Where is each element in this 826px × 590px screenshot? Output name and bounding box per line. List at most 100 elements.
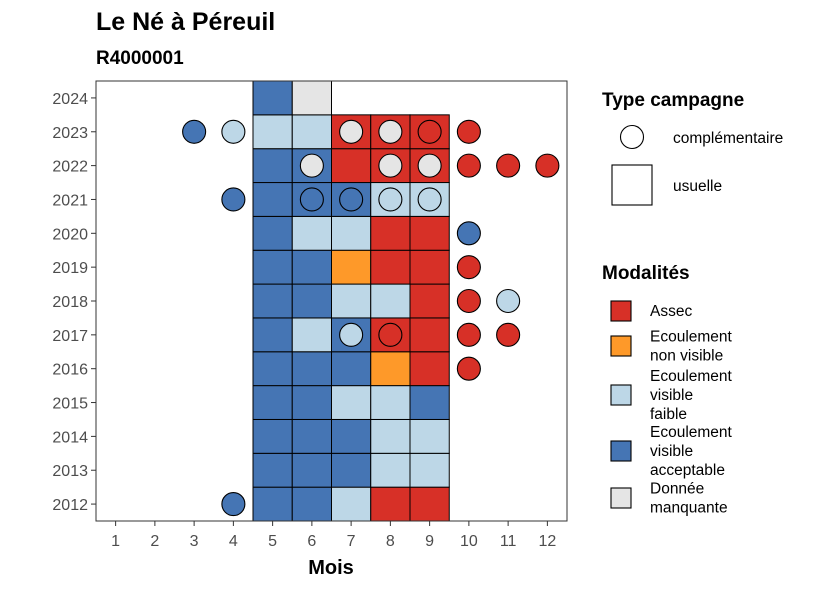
point-2023-4 [221, 119, 246, 144]
tile-2020-9 [409, 215, 450, 251]
point-2022-12 [535, 153, 560, 178]
tile-2018-5 [252, 283, 293, 319]
y-tick-label-2015: 2015 [52, 396, 88, 413]
point-2017-11 [496, 322, 521, 347]
x-tick-label-12: 12 [538, 533, 556, 550]
y-tick-label-2012: 2012 [52, 497, 88, 514]
legend-label-faible: Ecoulement visible faible [650, 368, 733, 423]
x-tick-label-8: 8 [386, 533, 395, 550]
tile-2019-8 [370, 249, 411, 285]
chart-subtitle: R4000001 [96, 48, 184, 69]
y-tick-label-2024: 2024 [52, 91, 88, 108]
x-tick-label-11: 11 [500, 533, 517, 550]
tile-2013-7 [331, 452, 372, 488]
point-2012-4 [221, 492, 246, 517]
tile-2016-9 [409, 351, 450, 387]
y-axis: 2012 2013 2014 2015 2016 2017 2018 2019 2020 2021… [52, 91, 96, 514]
point-2021-6 [299, 187, 324, 212]
tile-2020-7 [331, 215, 372, 251]
tile-2023-5 [252, 114, 293, 150]
point-2018-10 [456, 288, 481, 314]
tile-2014-9 [409, 418, 450, 454]
y-tick-label-2014: 2014 [52, 429, 88, 446]
point-2021-4 [221, 187, 246, 212]
tile-2014-7 [331, 418, 372, 454]
y-tick-label-2023: 2023 [52, 125, 88, 142]
tile-2013-6 [291, 452, 332, 488]
tile-2016-7 [331, 351, 372, 387]
legend-key-usuelle [611, 164, 653, 206]
tile-2015-8 [370, 385, 411, 420]
tile-2023-6 [291, 114, 332, 150]
y-tick-label-2013: 2013 [52, 463, 88, 480]
tile-2018-9 [409, 283, 450, 319]
tile-2013-5 [252, 452, 293, 488]
tile-2018-8 [370, 283, 411, 319]
tile-2014-6 [291, 418, 332, 454]
point-2017-10 [456, 322, 481, 347]
legend-label-usuelle: usuelle [673, 178, 722, 195]
tile-2019-7 [331, 249, 372, 285]
point-2017-7 [339, 322, 364, 347]
tile-2012-5 [252, 486, 293, 522]
x-tick-label-1: 1 [111, 533, 120, 550]
tile-2020-5 [252, 215, 293, 251]
point-2016-10 [456, 356, 481, 381]
tile-2012-7 [331, 486, 372, 522]
legend-label-nv: Ecoulement non visible [650, 329, 733, 365]
point-2022-10 [456, 153, 481, 178]
point-2018-11 [496, 288, 521, 314]
x-tick-label-10: 10 [460, 533, 478, 550]
legend-key-nv [610, 335, 632, 357]
tile-2021-5 [252, 182, 293, 217]
point-2021-8 [378, 187, 403, 212]
legend-campaign-title: Type campagne [602, 90, 744, 111]
tile-2020-8 [370, 215, 411, 251]
tile-2013-8 [370, 452, 411, 488]
tile-2017-6 [291, 317, 332, 353]
legend-key-complementaire [619, 124, 645, 150]
tile-2015-9 [409, 385, 450, 420]
point-2019-10 [456, 255, 481, 280]
point-2020-10 [456, 221, 481, 246]
tile-2012-6 [291, 486, 332, 522]
legend-key-manquante [610, 487, 632, 509]
legend-modalities-title: Modalités [602, 263, 690, 284]
tile-2014-5 [252, 418, 293, 454]
x-tick-label-6: 6 [307, 533, 316, 550]
tile-2015-5 [252, 385, 293, 420]
y-tick-label-2022: 2022 [52, 159, 88, 176]
point-2021-9 [417, 187, 442, 212]
tile-2013-9 [409, 452, 450, 488]
point-2022-11 [496, 153, 521, 178]
y-tick-label-2016: 2016 [52, 362, 88, 379]
tile-2016-6 [291, 351, 332, 387]
legend-key-acceptable [610, 440, 632, 462]
tile-2017-9 [409, 317, 450, 353]
point-2022-8 [378, 153, 403, 178]
legend-label-manquante: Donnée manquante [650, 481, 728, 517]
y-tick-label-2019: 2019 [52, 260, 88, 277]
x-tick-label-4: 4 [229, 533, 238, 550]
tile-2019-9 [409, 249, 450, 285]
legend-key-faible [610, 384, 632, 406]
point-2023-10 [456, 119, 481, 144]
x-tick-label-2: 2 [150, 533, 159, 550]
tile-2016-8 [370, 351, 411, 387]
x-tick-label-7: 7 [347, 533, 356, 550]
y-tick-label-2017: 2017 [52, 328, 88, 345]
tile-2015-7 [331, 385, 372, 420]
legend-campaign-type: Type campagne complémentaire usuelle [602, 90, 783, 206]
x-tick-label-3: 3 [190, 533, 199, 550]
point-2022-9 [417, 153, 442, 178]
point-2022-6 [299, 153, 324, 178]
tile-2014-8 [370, 418, 411, 454]
tile-2015-6 [291, 385, 332, 420]
legend-key-assec [610, 300, 632, 322]
tile-2019-6 [291, 249, 332, 285]
tile-2018-6 [291, 283, 332, 319]
tile-2016-5 [252, 351, 293, 387]
point-2023-7 [339, 119, 364, 144]
point-2023-8 [378, 119, 403, 144]
